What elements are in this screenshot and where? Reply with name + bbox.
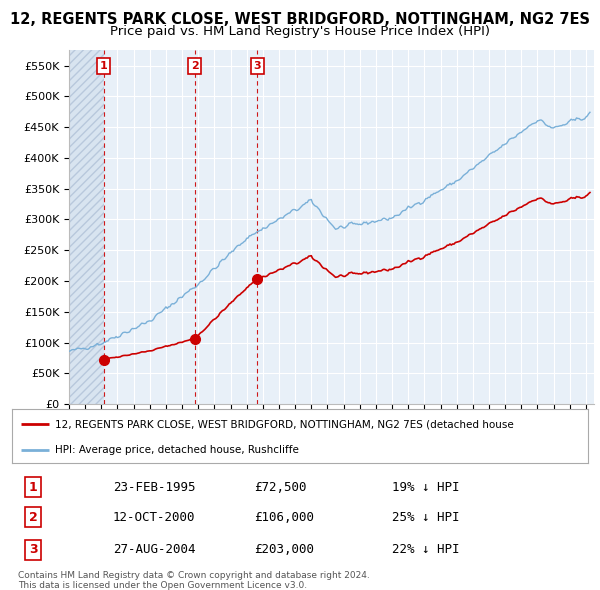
Text: 22% ↓ HPI: 22% ↓ HPI — [392, 543, 460, 556]
Text: 3: 3 — [29, 543, 38, 556]
Text: 19% ↓ HPI: 19% ↓ HPI — [392, 481, 460, 494]
Text: £106,000: £106,000 — [254, 511, 314, 524]
Text: 1: 1 — [100, 61, 107, 71]
Text: 12, REGENTS PARK CLOSE, WEST BRIDGFORD, NOTTINGHAM, NG2 7ES (detached house: 12, REGENTS PARK CLOSE, WEST BRIDGFORD, … — [55, 419, 514, 429]
Text: 27-AUG-2004: 27-AUG-2004 — [113, 543, 196, 556]
Text: Price paid vs. HM Land Registry's House Price Index (HPI): Price paid vs. HM Land Registry's House … — [110, 25, 490, 38]
Text: 3: 3 — [253, 61, 261, 71]
Text: 12-OCT-2000: 12-OCT-2000 — [113, 511, 196, 524]
Text: £72,500: £72,500 — [254, 481, 307, 494]
Text: 2: 2 — [191, 61, 199, 71]
Text: 12, REGENTS PARK CLOSE, WEST BRIDGFORD, NOTTINGHAM, NG2 7ES: 12, REGENTS PARK CLOSE, WEST BRIDGFORD, … — [10, 12, 590, 27]
Bar — [69, 50, 104, 404]
Text: HPI: Average price, detached house, Rushcliffe: HPI: Average price, detached house, Rush… — [55, 445, 299, 454]
Text: £203,000: £203,000 — [254, 543, 314, 556]
Text: 1: 1 — [29, 481, 38, 494]
Text: 2: 2 — [29, 511, 38, 524]
Text: Contains HM Land Registry data © Crown copyright and database right 2024.
This d: Contains HM Land Registry data © Crown c… — [18, 571, 370, 590]
Text: 25% ↓ HPI: 25% ↓ HPI — [392, 511, 460, 524]
Text: 23-FEB-1995: 23-FEB-1995 — [113, 481, 196, 494]
